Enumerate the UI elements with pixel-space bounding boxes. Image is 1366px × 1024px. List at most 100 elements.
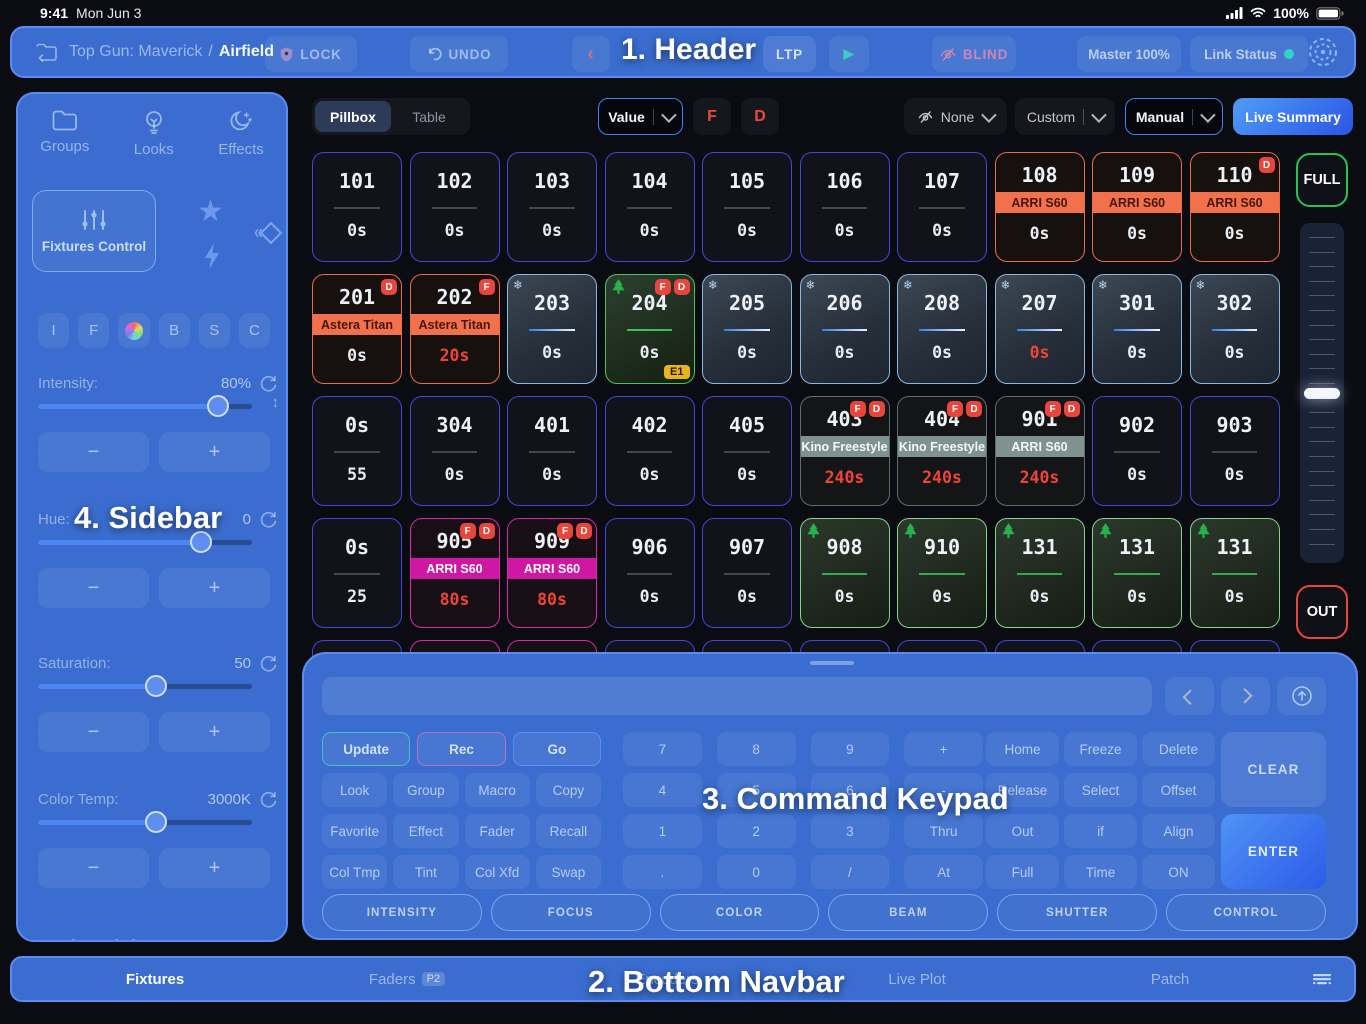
key-home[interactable]: Home [986,732,1059,766]
color-temp-increment-button[interactable]: + [159,848,270,888]
reset-icon[interactable] [259,374,278,393]
nav-item-faders[interactable]: Faders P2 [369,958,446,1000]
saturation-increment-button[interactable]: + [159,712,270,752]
fixture-tile-302[interactable]: ❄ 302 0s [1189,274,1280,384]
blind-button[interactable]: BLIND [932,36,1016,72]
command-line-input[interactable] [322,677,1152,715]
intensity-decrement-button[interactable]: − [38,432,149,472]
key-4[interactable]: 4 [623,773,702,807]
fixture-tile-910[interactable]: 910 0s [897,518,987,628]
fixture-tile-102[interactable]: 102 0s [409,152,500,262]
fixture-tile-405[interactable]: 405 0s [702,396,792,506]
key-9[interactable]: 9 [810,732,890,766]
ltp-button[interactable]: LTP [763,36,816,72]
manual-dropdown[interactable]: Manual [1125,98,1223,135]
sidebar-tab-groups[interactable]: Groups [40,110,89,158]
fixture-tile-907[interactable]: 907 0s [702,518,792,628]
key-fader[interactable]: Fader [464,814,530,848]
key-on[interactable]: ON [1142,855,1215,889]
softkey-color[interactable]: COLOR [659,894,820,931]
color-temp-slider[interactable] [38,811,252,833]
attr-button-s[interactable]: S [198,313,230,348]
hue-increment-button[interactable]: + [159,568,270,608]
key--[interactable]: + [904,732,983,766]
key-group[interactable]: Group [393,773,459,807]
master-level-button[interactable]: Master 100% [1077,36,1181,72]
key-3[interactable]: 3 [810,814,890,848]
fixture-tile-110[interactable]: D 110 ARRI S60 0s [1189,152,1280,262]
key-macro[interactable]: Macro [464,773,530,807]
intensity-slider-knob[interactable] [206,395,229,417]
command-send-button[interactable] [1277,677,1326,715]
intensity-increment-button[interactable]: + [159,432,270,472]
lock-button[interactable]: LOCK [265,36,357,72]
fixtures-control-button[interactable]: Fixtures Control [32,190,156,272]
fixture-tile-901[interactable]: F D 901 ARRI S60 240s [994,396,1085,506]
nav-item-patch[interactable]: Patch [1151,958,1189,1000]
nav-item-live-plot[interactable]: Live Plot [888,958,946,1000]
key-7[interactable]: 7 [623,732,702,766]
key-col-tmp[interactable]: Col Tmp [322,855,388,889]
color-temp-decrement-button[interactable]: − [38,848,149,888]
fixture-tile-906[interactable]: 906 0s [604,518,695,628]
flag-d-button[interactable]: D [741,98,779,135]
fixture-tile-404[interactable]: F D 404 Kino Freestyle 240s [897,396,987,506]
fixture-tile-203[interactable]: ❄ 203 0s [507,274,597,384]
color-temp-slider-knob[interactable] [144,811,167,833]
key-select[interactable]: Select [1064,773,1137,807]
page-next-button[interactable]: ▶ [829,36,869,72]
fixture-tile-104[interactable]: 104 0s [604,152,695,262]
attr-button-c[interactable]: C [238,313,271,348]
fixture-tile-905[interactable]: F D 905 ARRI S60 80s [409,518,500,628]
key-full[interactable]: Full [986,855,1059,889]
fixture-tile-401[interactable]: 401 0s [507,396,597,506]
fader-handle[interactable] [1304,388,1340,399]
key-align[interactable]: Align [1142,814,1215,848]
fixture-tile-909[interactable]: F D 909 ARRI S60 80s [507,518,597,628]
fixture-tile-204[interactable]: F D 204 0s E1 [604,274,695,384]
fixture-tile-0s[interactable]: 0s 55 [312,396,402,506]
key-0[interactable]: 0 [716,855,796,889]
saturation-slider-knob[interactable] [144,675,167,697]
key-look[interactable]: Look [322,773,388,807]
fixture-tile-101[interactable]: 101 0s [312,152,402,262]
key-freeze[interactable]: Freeze [1064,732,1137,766]
out-button[interactable]: OUT [1296,585,1348,639]
key-time[interactable]: Time [1064,855,1137,889]
fixture-tile-108[interactable]: 108 ARRI S60 0s [994,152,1085,262]
sidebar-tab-effects[interactable]: Effects [218,110,264,158]
softkey-beam[interactable]: BEAM [828,894,989,931]
key-5[interactable]: 5 [716,773,796,807]
attr-button-color[interactable] [118,313,150,348]
fixture-tile-109[interactable]: 109 ARRI S60 0s [1092,152,1182,262]
softkey-focus[interactable]: FOCUS [490,894,651,931]
fixture-tile-131[interactable]: 131 0s [1092,518,1182,628]
fixture-tile-107[interactable]: 107 0s [897,152,987,262]
fixture-tile-908[interactable]: 908 0s [799,518,890,628]
show-folder-icon[interactable] [36,28,58,76]
key-at[interactable]: At [904,855,983,889]
fixture-tile-202[interactable]: F 202 Astera Titan 20s [409,274,500,384]
color-wheel-nav-icon[interactable] [1306,28,1340,76]
key-go[interactable]: Go [512,732,601,766]
key-out[interactable]: Out [986,814,1059,848]
grand-master-fader[interactable] [1300,223,1344,563]
fixture-tile-902[interactable]: 902 0s [1092,396,1182,506]
intensity-slider[interactable] [38,395,252,417]
highlight-none-dropdown[interactable]: None [904,98,1007,135]
attr-button-b[interactable]: B [158,313,190,348]
attr-button-i[interactable]: I [38,313,70,348]
link-status-button[interactable]: Link Status [1190,36,1308,72]
view-table-tab[interactable]: Table [412,108,446,125]
softkey-control[interactable]: CONTROL [1166,894,1326,931]
command-next-button[interactable] [1221,677,1270,715]
reset-icon[interactable] [259,510,278,529]
nav-item-fixtures[interactable]: Fixtures [126,958,184,1000]
lightning-icon[interactable] [201,242,223,270]
key--[interactable]: / [810,855,890,889]
key-copy[interactable]: Copy [535,773,601,807]
undo-button[interactable]: UNDO [410,36,508,72]
hue-decrement-button[interactable]: − [38,568,149,608]
fixture-tile-206[interactable]: ❄ 206 0s [799,274,890,384]
full-button[interactable]: FULL [1296,153,1348,207]
